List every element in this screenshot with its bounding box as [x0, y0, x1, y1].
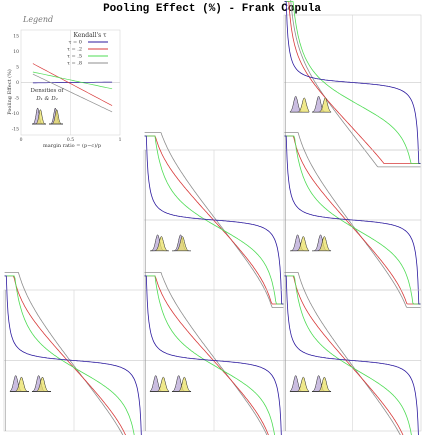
densities-label-line1: Densities of — [31, 88, 65, 94]
legend-sample-τ = 0 — [32, 81, 113, 84]
panel-2-2 — [143, 132, 285, 308]
density-thumbnail-2 — [31, 375, 52, 392]
series-τ = .2 — [144, 275, 269, 435]
legend-y-tick: -10 — [12, 111, 19, 117]
series-τ = .5 — [284, 135, 421, 305]
legend-x-tick: 0 — [20, 137, 23, 143]
kendall-title: Kendall's τ — [74, 32, 108, 39]
panel-3-3 — [283, 272, 422, 435]
panel-1-3 — [283, 0, 422, 168]
densities-label-line2: D₁ & D₂ — [35, 96, 58, 102]
density-curve — [49, 109, 63, 125]
density-curve — [172, 236, 191, 252]
legend-y-tick: 10 — [13, 49, 19, 55]
series-τ = .8 — [284, 132, 421, 308]
series-τ = .8 — [144, 272, 268, 435]
legend-entry-label: τ = 0 — [69, 40, 82, 46]
series-τ = 0 — [284, 1, 421, 164]
panels-layer — [3, 0, 422, 435]
legend-y-tick: -15 — [12, 127, 19, 133]
legend-x-tick: 1 — [119, 137, 122, 143]
legend-sample-τ = .5 — [32, 71, 113, 90]
legend-entry-label: τ = .5 — [67, 54, 82, 60]
legend-sample-τ = .2 — [32, 63, 113, 106]
series-τ = .5 — [284, 275, 412, 435]
density-thumbnail-1 — [289, 95, 310, 113]
series-τ = .8 — [4, 272, 124, 435]
density-curve — [32, 109, 46, 125]
figure-title: Pooling Effect (%) - Frank Copula — [103, 3, 321, 15]
density-thumbnail-1 — [149, 375, 170, 392]
density-thumbnail-1 — [289, 375, 310, 392]
series-τ = .2 — [284, 1, 421, 164]
density-thumbnail-2 — [171, 375, 192, 392]
series-τ = .5 — [144, 135, 284, 305]
panel-3-2 — [143, 272, 285, 435]
density-thumbnail-2 — [311, 95, 332, 113]
series-τ = .8 — [144, 132, 284, 308]
density-curve — [150, 236, 169, 252]
density-thumbnail-1 — [9, 375, 30, 392]
legend-entry-label: τ = .2 — [67, 47, 82, 53]
legend-y-tick: 15 — [13, 34, 19, 40]
series-τ = 0 — [284, 275, 419, 435]
density-thumbnail-2 — [312, 234, 332, 252]
legend-heading: Legend — [22, 15, 53, 24]
legend-x-tick: 0.5 — [67, 137, 74, 143]
series-τ = .5 — [4, 275, 135, 435]
panel-3-1 — [3, 272, 145, 435]
legend-xlabel: margin ratio = (p−c)/p — [43, 142, 101, 149]
series-τ = .2 — [144, 135, 284, 305]
legend-y-tick: 5 — [16, 65, 19, 71]
series-τ = 0 — [144, 275, 282, 435]
legend-ylabel: Pooling Effect (%) — [6, 69, 13, 115]
series-τ = .8 — [290, 0, 421, 168]
density-thumbnail-2 — [172, 234, 191, 252]
legend-panel: Legend Kendall's τ Pooling Effect (%) ma… — [6, 15, 122, 149]
density-thumbnail-1 — [150, 234, 169, 252]
series-τ = .8 — [284, 272, 401, 435]
series-τ = 0 — [4, 275, 142, 435]
series-τ = .5 — [284, 1, 421, 164]
density-thumbnail-2 — [49, 107, 63, 125]
density-thumbnail-1 — [32, 107, 46, 125]
density-thumbnail-1 — [290, 234, 310, 252]
density-thumbnail-2 — [311, 375, 332, 392]
legend-y-tick: 0 — [16, 80, 19, 86]
series-τ = 0 — [144, 135, 284, 305]
panel-2-3 — [283, 132, 422, 308]
legend-y-tick: -5 — [15, 96, 20, 102]
series-τ = 0 — [284, 135, 421, 305]
series-τ = .5 — [144, 275, 276, 435]
legend-entry-label: τ = .8 — [67, 61, 82, 67]
legend-sample-τ = .8 — [32, 73, 113, 113]
